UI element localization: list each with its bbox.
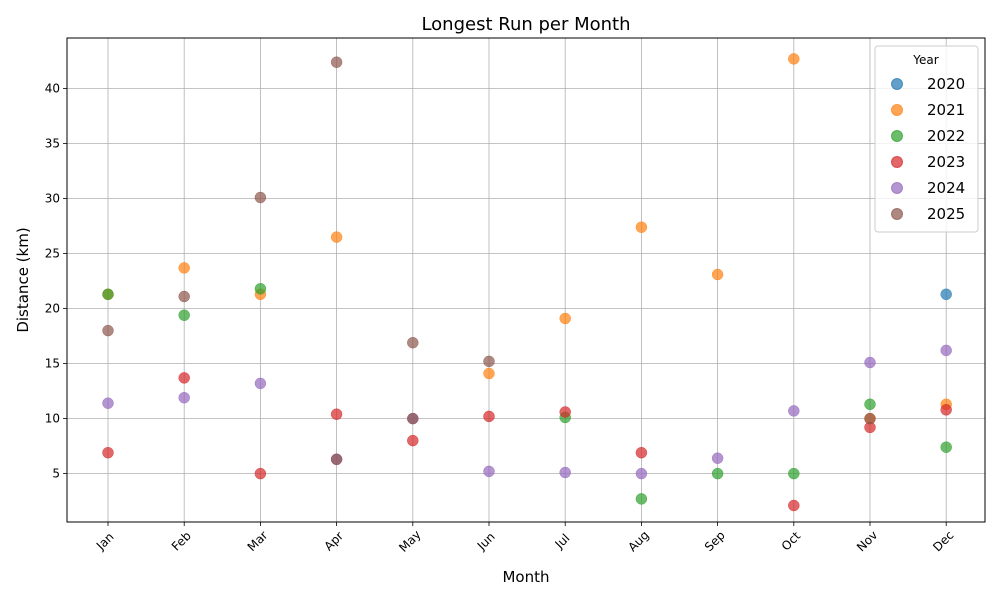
legend-marker-2022 — [891, 130, 903, 142]
data-point-2023 — [178, 372, 190, 384]
data-point-2024 — [711, 452, 724, 464]
data-point-2025 — [178, 290, 190, 303]
y-axis: 5 10 15 20 25 30 35 40 — [45, 82, 67, 481]
data-point-2025 — [254, 191, 267, 204]
data-point-2021 — [788, 53, 800, 65]
plot-frame — [66, 37, 986, 523]
data-point-2023 — [635, 446, 648, 459]
data-point-2022 — [940, 441, 952, 453]
legend-label-2022: 2022 — [927, 127, 965, 145]
data-point-2022 — [178, 309, 190, 321]
legend-marker-2021 — [891, 104, 903, 116]
data-point-2024 — [102, 397, 114, 409]
data-point-2023 — [788, 499, 800, 512]
legend-label-2023: 2023 — [927, 153, 965, 171]
data-point-2022 — [711, 467, 724, 480]
x-axis-label: Month — [502, 568, 549, 586]
data-point-2024 — [483, 465, 495, 478]
legend-label-2021: 2021 — [927, 101, 965, 119]
y-tick-label: 5 — [52, 467, 60, 481]
data-point-2024 — [940, 344, 952, 357]
data-point-2021 — [635, 221, 648, 233]
data-point-2022 — [635, 493, 648, 505]
data-point-2021 — [559, 312, 571, 325]
y-axis-label: Distance (km) — [14, 227, 32, 332]
data-point-2025 — [407, 412, 419, 425]
legend-marker-2024 — [891, 182, 903, 194]
legend-label-2025: 2025 — [927, 205, 965, 223]
legend-marker-2023 — [891, 156, 903, 168]
data-point-2021 — [711, 268, 724, 281]
data-point-2024 — [864, 356, 876, 369]
y-tick-label: 30 — [45, 192, 60, 206]
data-point-2023 — [559, 406, 571, 418]
y-tick-label: 10 — [45, 412, 60, 426]
data-point-2025 — [407, 336, 419, 349]
data-point-2025 — [864, 412, 876, 425]
y-tick-label: 20 — [45, 302, 60, 316]
legend-marker-2020 — [891, 78, 903, 90]
data-point-2023 — [254, 467, 267, 480]
data-point-2025 — [330, 56, 343, 68]
data-point-2020 — [940, 288, 952, 301]
data-point-2022 — [788, 467, 800, 480]
data-point-2021 — [178, 262, 190, 274]
data-point-2022 — [254, 283, 267, 295]
data-point-2024 — [178, 391, 190, 404]
data-point-2023 — [940, 404, 952, 416]
data-point-2022 — [864, 398, 876, 411]
data-point-2025 — [483, 355, 495, 368]
y-tick-label: 40 — [45, 82, 60, 96]
data-point-2024 — [635, 467, 648, 480]
data-point-2022 — [102, 288, 114, 301]
data-point-2024 — [254, 377, 267, 390]
data-point-2024 — [559, 466, 571, 479]
data-point-2023 — [407, 434, 419, 447]
data-points — [102, 53, 952, 512]
legend-title: Year — [912, 53, 938, 67]
legend-marker-2025 — [891, 208, 903, 220]
data-point-2023 — [483, 410, 495, 423]
data-point-2025 — [330, 453, 343, 466]
legend-label-2024: 2024 — [927, 179, 965, 197]
data-point-2023 — [102, 446, 114, 459]
legend-label-2020: 2020 — [927, 75, 965, 93]
data-point-2024 — [788, 405, 800, 417]
legend: Year 2020 2021 2022 2023 2024 2025 — [874, 45, 979, 233]
data-point-2023 — [330, 408, 343, 420]
y-tick-label: 35 — [45, 137, 60, 151]
chart-title: Longest Run per Month — [421, 14, 630, 35]
y-tick-label: 15 — [45, 357, 60, 371]
data-point-2025 — [102, 324, 114, 337]
data-point-2021 — [483, 367, 495, 380]
data-point-2021 — [330, 231, 343, 243]
y-tick-label: 25 — [45, 247, 60, 261]
